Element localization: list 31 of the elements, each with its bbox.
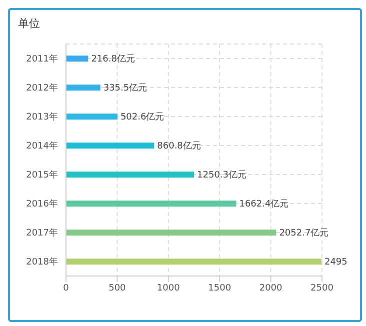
bar <box>66 56 88 62</box>
data-label: 860.8亿元 <box>157 140 201 152</box>
bar <box>66 84 100 91</box>
x-tick-label: 2500 <box>310 283 334 294</box>
y-tick-label: 2012年 <box>26 82 58 94</box>
bar <box>66 230 276 236</box>
data-label: 1250.3亿元 <box>197 170 247 181</box>
data-label: 335.5亿元 <box>103 82 148 94</box>
y-tick-label: 2017年 <box>26 228 58 239</box>
y-tick-label: 2011年 <box>26 54 58 65</box>
y-tick-label: 2014年 <box>26 140 58 152</box>
data-label: 2052.7亿元 <box>279 228 329 239</box>
x-tick-label: 2000 <box>259 283 283 294</box>
x-tick-label: 1000 <box>156 283 180 294</box>
bar <box>66 200 236 207</box>
bar <box>66 258 322 265</box>
data-label: 502.6亿元 <box>120 112 164 123</box>
bar <box>66 114 118 120</box>
bar <box>66 172 194 178</box>
chart-title: 单位 <box>18 16 40 31</box>
data-label: 2495 <box>324 258 348 268</box>
y-tick-label: 2013年 <box>26 112 58 123</box>
x-tick-label: 1500 <box>208 283 232 294</box>
y-tick-label: 2016年 <box>26 198 58 210</box>
x-tick-label: 0 <box>63 283 70 294</box>
x-tick-label: 500 <box>108 283 126 294</box>
data-label: 216.8亿元 <box>91 54 135 65</box>
y-tick-label: 2015年 <box>26 170 58 181</box>
y-tick-label: 2018年 <box>26 256 58 268</box>
data-label: 1662.4亿元 <box>239 198 289 210</box>
bar <box>66 142 154 149</box>
